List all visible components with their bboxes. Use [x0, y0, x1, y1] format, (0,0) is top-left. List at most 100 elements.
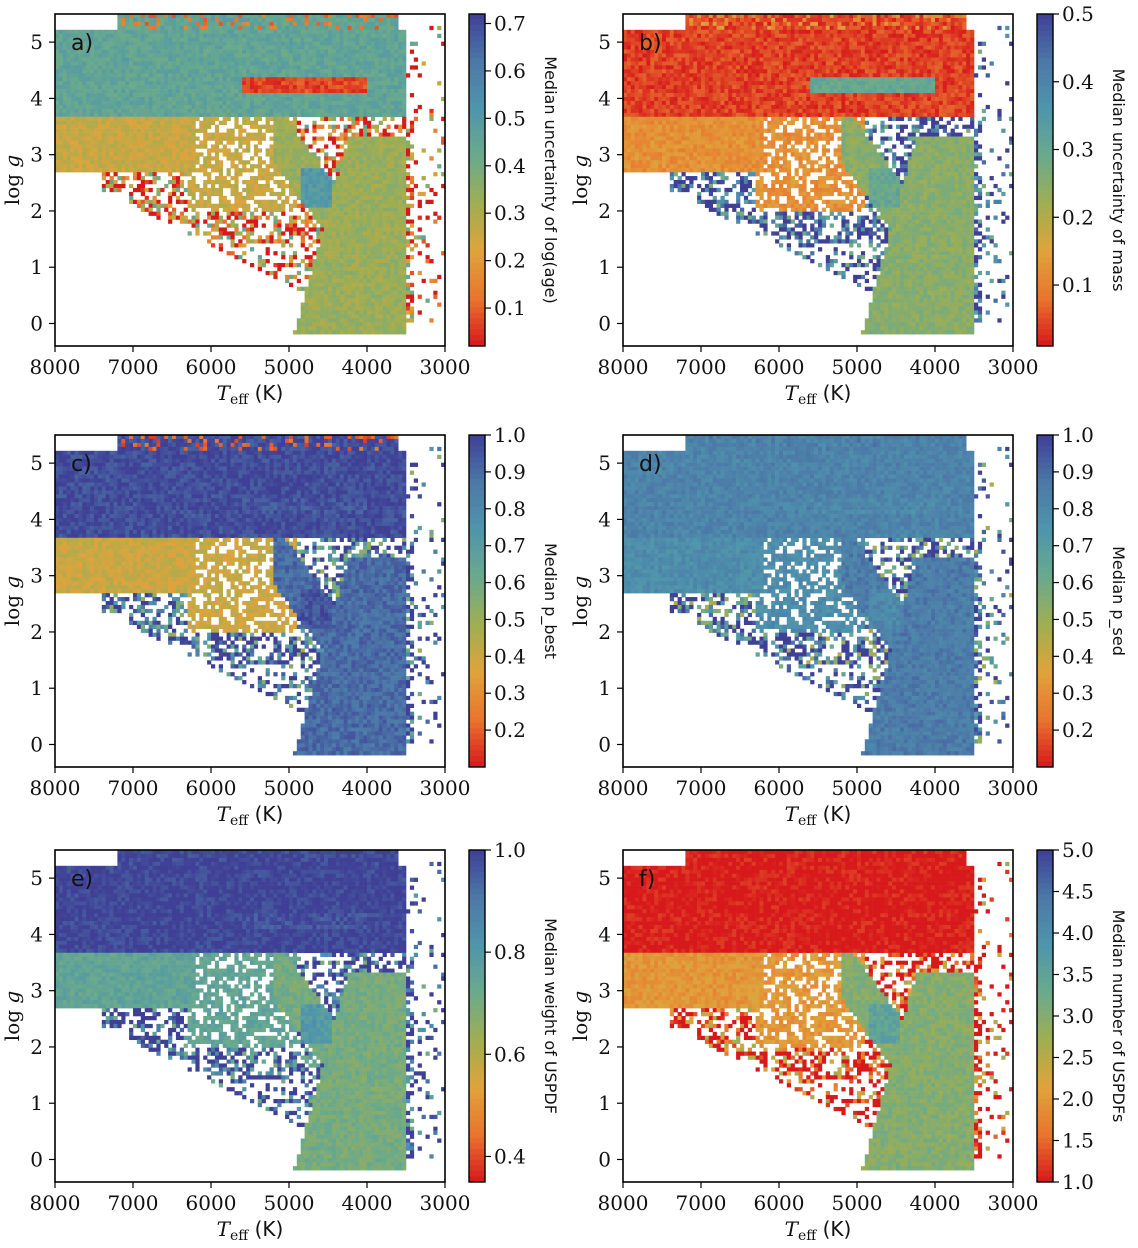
heatmap-cell — [367, 212, 371, 216]
heatmap-cell — [363, 188, 367, 192]
heatmap-cell — [254, 137, 258, 141]
heatmap-cell — [86, 105, 90, 109]
heatmap-cell — [137, 140, 141, 144]
heatmap-cell — [195, 109, 199, 113]
heatmap-cell — [110, 184, 114, 188]
heatmap-cell — [156, 26, 160, 30]
heatmap-cell — [125, 121, 129, 125]
heatmap-cell — [94, 38, 98, 42]
heatmap-cell — [328, 61, 332, 65]
heatmap-cell — [351, 322, 355, 326]
heatmap-cell — [270, 46, 274, 50]
heatmap-cell — [219, 140, 223, 144]
heatmap-cell — [149, 42, 153, 46]
heatmap-cell — [316, 101, 320, 105]
heatmap-cell — [281, 105, 285, 109]
heatmap-cell — [211, 137, 215, 141]
heatmap-cell — [129, 184, 133, 188]
heatmap-cell — [332, 283, 336, 287]
heatmap-cell — [340, 330, 344, 334]
heatmap-cell — [195, 101, 199, 105]
heatmap-cell — [387, 299, 391, 303]
heatmap-cell — [273, 263, 277, 267]
heatmap-cell — [192, 109, 196, 113]
heatmap-cell — [285, 105, 289, 109]
heatmap-cell — [328, 283, 332, 287]
heatmap-cell — [203, 172, 207, 176]
heatmap-cell — [324, 34, 328, 38]
heatmap-cell — [254, 220, 258, 224]
heatmap-cell — [363, 129, 367, 133]
heatmap-cell — [348, 322, 352, 326]
heatmap-cell — [332, 188, 336, 192]
heatmap-cell — [67, 164, 71, 168]
heatmap-cell — [301, 22, 305, 26]
heatmap-cell — [258, 188, 262, 192]
heatmap-cell — [250, 223, 254, 227]
heatmap-cell — [363, 172, 367, 176]
heatmap-cell — [398, 184, 402, 188]
heatmap-cell — [402, 283, 406, 287]
heatmap-cell — [305, 330, 309, 334]
heatmap-cell — [390, 93, 394, 97]
heatmap-cell — [351, 223, 355, 227]
heatmap-cell — [375, 255, 379, 259]
heatmap-cell — [211, 69, 215, 73]
heatmap-cell — [266, 239, 270, 243]
heatmap-cell — [164, 85, 168, 89]
heatmap-cell — [340, 54, 344, 58]
heatmap-cell — [145, 61, 149, 65]
heatmap-cell — [98, 85, 102, 89]
heatmap-cell — [363, 239, 367, 243]
heatmap-cell — [266, 125, 270, 129]
heatmap-cell — [390, 57, 394, 61]
heatmap-cell — [336, 192, 340, 196]
heatmap-cell — [168, 54, 172, 58]
heatmap-cell — [82, 152, 86, 156]
heatmap-cell — [149, 129, 153, 133]
heatmap-cell — [129, 133, 133, 137]
heatmap-cell — [320, 113, 324, 117]
heatmap-cell — [324, 220, 328, 224]
heatmap-cell — [344, 109, 348, 113]
heatmap-cell — [188, 46, 192, 50]
heatmap-cell — [312, 93, 316, 97]
heatmap-cell — [250, 50, 254, 54]
heatmap-cell — [355, 295, 359, 299]
heatmap-cell — [63, 164, 67, 168]
heatmap-cell — [133, 61, 137, 65]
heatmap-cell — [125, 77, 129, 81]
heatmap-cell — [219, 85, 223, 89]
heatmap-cell — [301, 188, 305, 192]
heatmap-cell — [316, 18, 320, 22]
heatmap-cell — [301, 113, 305, 117]
heatmap-cell — [367, 314, 371, 318]
heatmap-cell — [328, 306, 332, 310]
heatmap-cell — [371, 172, 375, 176]
heatmap-cell — [231, 156, 235, 160]
heatmap-cell — [332, 54, 336, 58]
heatmap-cell — [371, 18, 375, 22]
heatmap-cell — [320, 77, 324, 81]
heatmap-cell — [270, 137, 274, 141]
heatmap-cell — [180, 212, 184, 216]
heatmap-cell — [125, 89, 129, 93]
heatmap-cell — [293, 113, 297, 117]
heatmap-cell — [355, 243, 359, 247]
heatmap-cell — [242, 34, 246, 38]
heatmap-cell — [215, 208, 219, 212]
heatmap-cell — [398, 247, 402, 251]
heatmap-cell — [156, 208, 160, 212]
heatmap-cell — [117, 77, 121, 81]
heatmap-cell — [238, 81, 242, 85]
heatmap-cell — [184, 61, 188, 65]
heatmap-cell — [285, 152, 289, 156]
heatmap-cell — [375, 81, 379, 85]
heatmap-cell — [153, 125, 157, 129]
heatmap-cell — [133, 129, 137, 133]
heatmap-cell — [332, 231, 336, 235]
heatmap-cell — [164, 148, 168, 152]
heatmap-cell — [75, 77, 79, 81]
heatmap-cell — [262, 30, 266, 34]
heatmap-cell — [110, 105, 114, 109]
